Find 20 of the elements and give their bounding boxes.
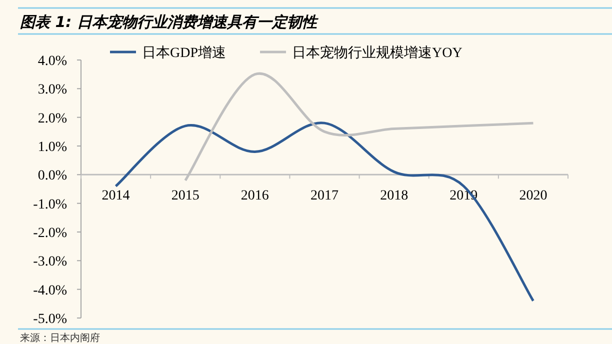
source-note: 来源：日本内阁府 (20, 332, 100, 344)
y-tick-label: -2.0% (33, 226, 68, 241)
x-tick-label: 2020 (519, 188, 548, 204)
y-tick-label: -3.0% (33, 254, 68, 270)
x-tick-label: 2017 (310, 188, 338, 204)
x-tick-label: 2016 (240, 188, 269, 204)
y-tick-label: -5.0% (33, 312, 68, 327)
x-tick-label: 2014 (102, 188, 130, 204)
y-tick-label: 3.0% (38, 82, 68, 98)
legend-label: 日本GDP增速 (142, 45, 226, 61)
x-tick-label: 2018 (380, 188, 408, 204)
y-tick-label: -1.0% (33, 197, 68, 212)
y-tick-label: 2.0% (38, 111, 68, 126)
y-tick-label: -4.0% (33, 283, 68, 298)
y-tick-label: 1.0% (38, 140, 68, 155)
chart-title: 图表 1: 日本宠物行业消费增速具有一定韧性 (20, 13, 319, 31)
y-tick-label: 0.0% (38, 168, 68, 184)
legend-label: 日本宠物行业规模增速YOY (292, 45, 462, 61)
y-tick-label: 4.0% (38, 54, 68, 69)
x-tick-label: 2015 (171, 188, 200, 204)
